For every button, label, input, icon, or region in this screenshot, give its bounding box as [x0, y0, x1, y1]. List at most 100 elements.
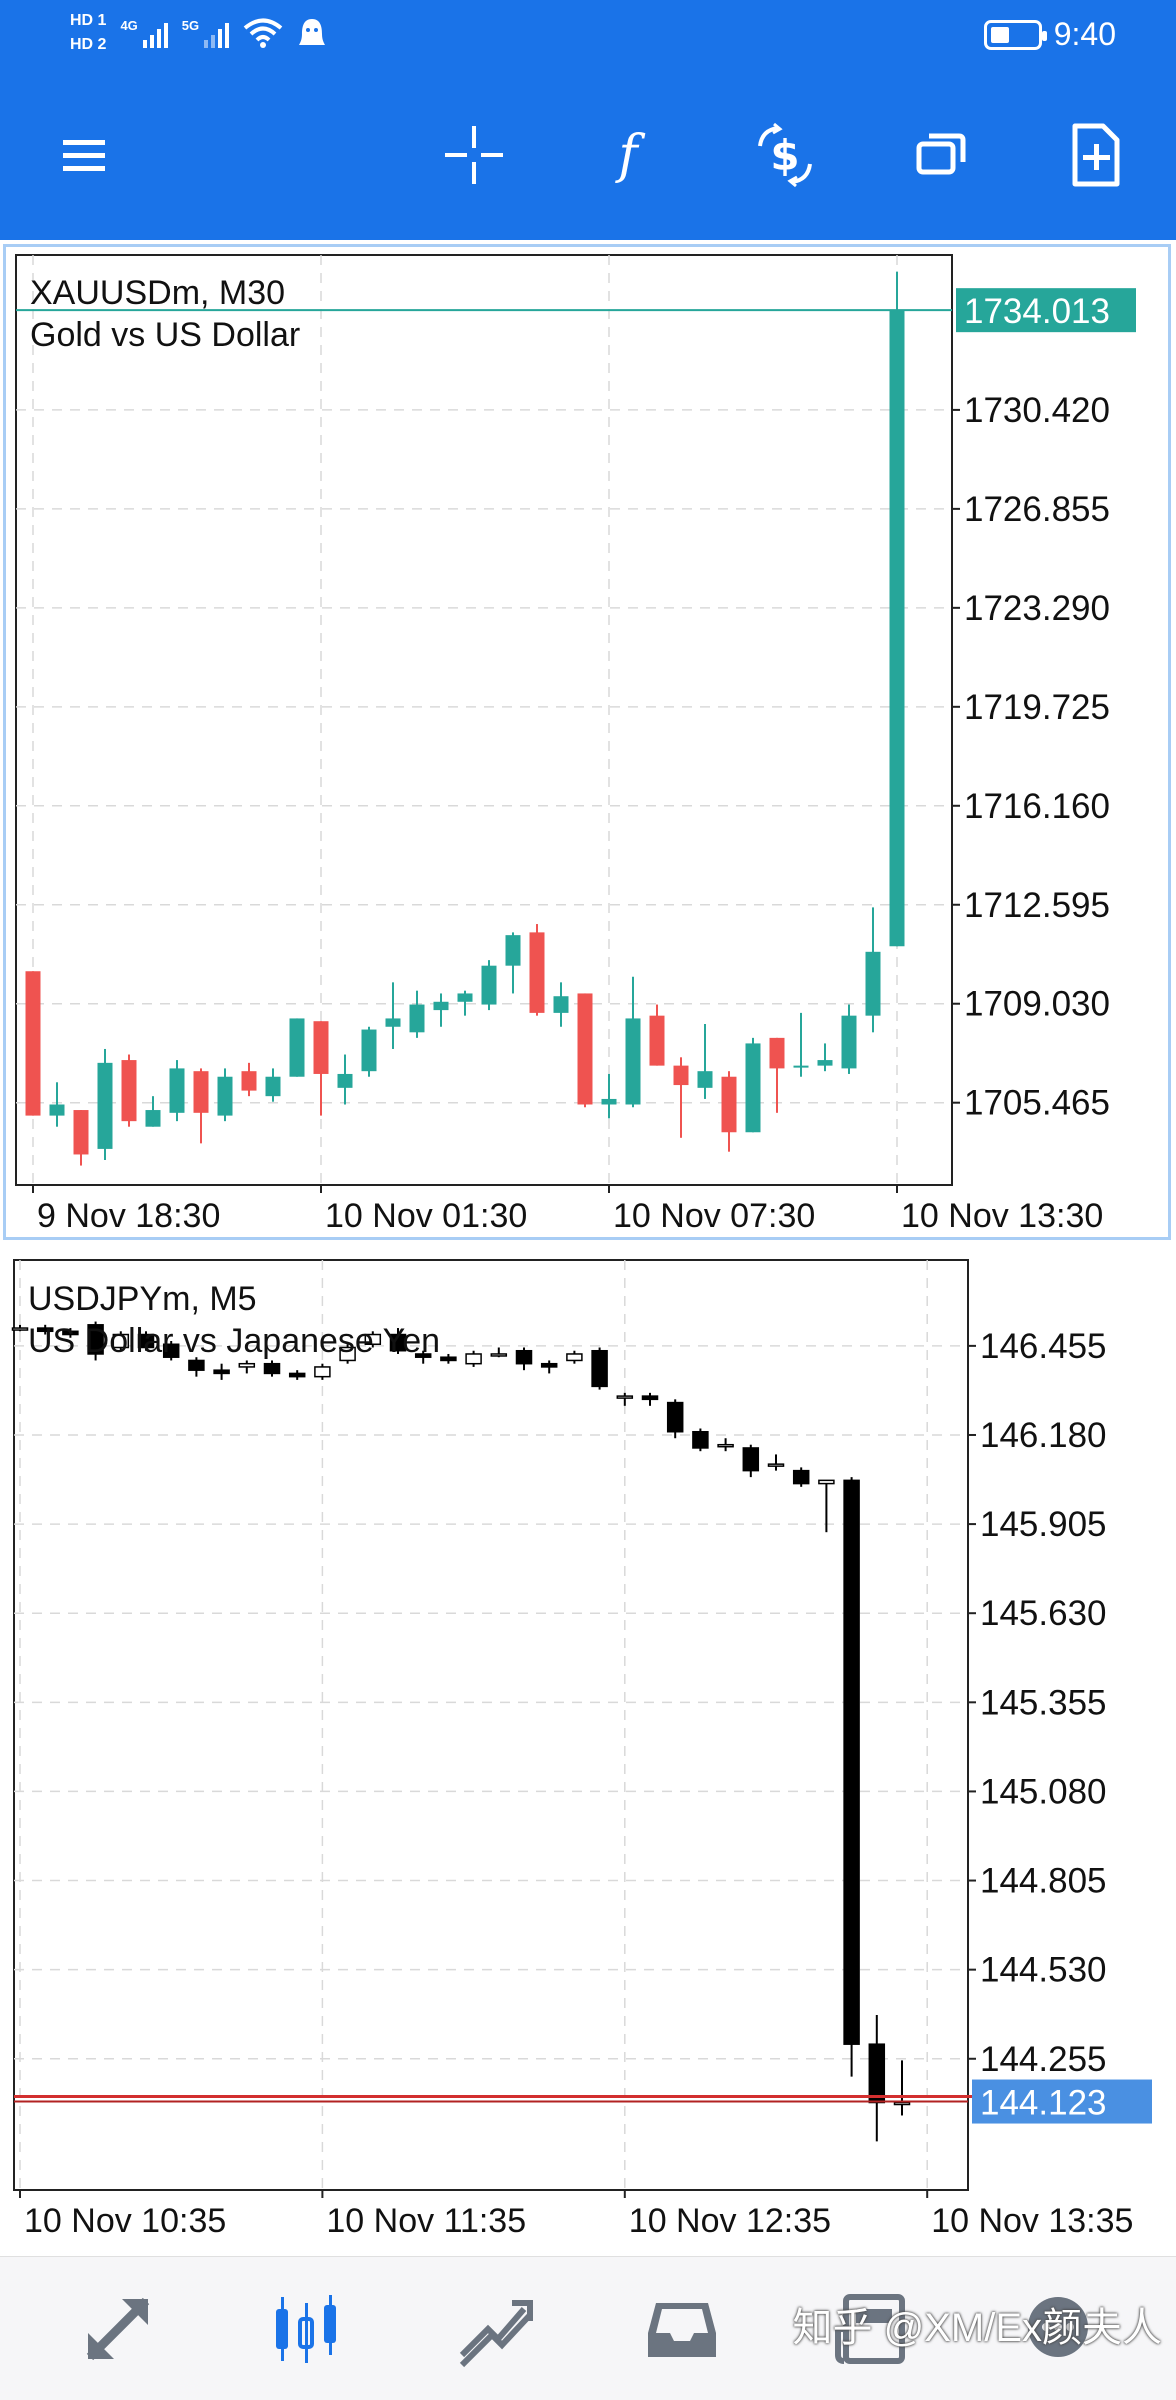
- gold-candle: [793, 1065, 809, 1068]
- usdjpy-candle: [288, 1372, 306, 1378]
- usdjpy-y-tick-label: 145.905: [980, 1505, 1107, 1544]
- net2-label: 5G: [181, 18, 200, 33]
- usdjpy-y-tick-label: 145.080: [980, 1772, 1107, 1811]
- gold-candle: [553, 996, 569, 1013]
- gold-legend: XAUUSDm, M30 Gold vs US Dollar: [30, 272, 300, 356]
- usdjpy-candle: [490, 1353, 508, 1357]
- nav-news[interactable]: [822, 2281, 918, 2377]
- gold-chart[interactable]: 1730.420 1726.855 1723.290 1719.725 1716.160…: [6, 247, 1168, 1237]
- gold-candle: [169, 1068, 185, 1113]
- crosshair-button[interactable]: [434, 115, 514, 195]
- usdjpy-description-label: US Dollar vs Japanese Yen: [28, 1322, 441, 1360]
- usdjpy-legend: USDJPYm, M5 US Dollar vs Japanese Yen: [28, 1278, 440, 1362]
- gold-candle: [49, 1104, 65, 1116]
- gold-candle: [313, 1021, 329, 1074]
- gold-candle: [745, 1043, 761, 1133]
- usdjpy-candle: [440, 1356, 457, 1362]
- gold-y-tick-label: 1730.420: [964, 391, 1110, 430]
- usdjpy-candle: [818, 1479, 835, 1485]
- gold-candle: [673, 1065, 689, 1086]
- gold-candle: [265, 1076, 281, 1097]
- windows-button[interactable]: [902, 115, 982, 195]
- usdjpy-candle: [87, 1324, 104, 1355]
- usdjpy-candle: [137, 1333, 155, 1349]
- nav-charts[interactable]: [258, 2281, 354, 2377]
- usdjpy-chart-panel[interactable]: 146.455 146.180 145.905 145.630 145.355 145.0…: [0, 1250, 1176, 2240]
- indicators-f-icon: f: [614, 125, 645, 185]
- signal-icon: 4G: [120, 18, 168, 48]
- crosshair-icon: [445, 126, 503, 184]
- gold-candle: [217, 1076, 233, 1116]
- usdjpy-chart[interactable]: 146.455 146.180 145.905 145.630 145.355 145.0…: [0, 1250, 1176, 2240]
- gold-candle: [889, 310, 905, 947]
- top-app-bar: HD 1 HD 2 4G 5G: [0, 0, 1176, 240]
- gold-candle: [289, 1018, 305, 1077]
- battery-icon: [983, 19, 1047, 50]
- usdjpy-y-tick-label: 146.455: [980, 1327, 1107, 1366]
- usdjpy-candle: [238, 1362, 256, 1368]
- gold-candle: [769, 1037, 785, 1069]
- gold-candle: [337, 1073, 353, 1088]
- usdjpy-candle: [666, 1401, 684, 1433]
- usdjpy-y-tick-label: 144.255: [980, 2040, 1107, 2079]
- gold-candle: [481, 965, 497, 1005]
- nav-history[interactable]: [634, 2281, 730, 2377]
- usdjpy-x-tick-label: 10 Nov 10:35: [24, 2202, 226, 2240]
- usdjpy-candle: [414, 1353, 432, 1358]
- gold-candle: [73, 1110, 89, 1155]
- usdjpy-candle: [515, 1349, 533, 1365]
- gold-candle: [697, 1071, 713, 1088]
- usdjpy-candle: [162, 1343, 180, 1358]
- gold-candle: [649, 1015, 665, 1066]
- usdjpy-y-tick-label: 145.630: [980, 1594, 1107, 1633]
- gold-candle: [121, 1060, 137, 1122]
- net1-label: 4G: [120, 18, 138, 33]
- usdjpy-price-tag-label: 144.123: [980, 2084, 1107, 2123]
- gold-candle: [841, 1015, 857, 1069]
- usdjpy-x-tick-label: 10 Nov 11:35: [326, 2202, 526, 2240]
- watermark-text: 知乎 @XM/Ex颜夫人: [792, 2306, 1162, 2350]
- indicators-button[interactable]: f: [588, 115, 668, 195]
- chart-candles-icon: [276, 2295, 336, 2363]
- status-left: HD 1 HD 2 4G 5G: [70, 10, 327, 56]
- chat-icon: [1028, 2297, 1088, 2357]
- usdjpy-x-tick-label: 10 Nov 12:35: [629, 2202, 831, 2240]
- gold-chart-panel[interactable]: 1730.420 1726.855 1723.290 1719.725 1716.160…: [3, 244, 1171, 1240]
- news-icon: [835, 2294, 905, 2364]
- gold-y-tick-label: 1705.465: [964, 1084, 1110, 1123]
- usdjpy-candle: [339, 1346, 356, 1362]
- gold-y-tick-label: 1726.855: [964, 490, 1110, 529]
- usdjpy-x-tick-label: 10 Nov 13:35: [931, 2202, 1133, 2240]
- nav-trade[interactable]: [446, 2281, 542, 2377]
- objects-add-icon: [1072, 123, 1120, 187]
- usdjpy-candle: [616, 1395, 634, 1399]
- gold-description-label: Gold vs US Dollar: [30, 316, 301, 354]
- gold-candle: [241, 1071, 257, 1091]
- usdjpy-candle: [767, 1463, 785, 1467]
- hd-indicators: HD 1 HD 2: [70, 10, 106, 56]
- gold-candle: [529, 932, 545, 1013]
- gold-y-tick-label: 1719.725: [964, 688, 1110, 727]
- nav-chat[interactable]: [1010, 2281, 1106, 2377]
- gold-y-tick-label: 1709.030: [964, 985, 1110, 1024]
- usdjpy-y-tick-label: 145.355: [980, 1683, 1107, 1722]
- chart-toolbar: f $: [0, 90, 1176, 220]
- usdjpy-candle: [692, 1430, 709, 1449]
- gold-candle: [145, 1110, 161, 1127]
- bottom-nav: 知乎 @XM/Ex颜夫人: [0, 2256, 1176, 2400]
- usdjpy-candle: [36, 1327, 54, 1333]
- hd2-label: HD 2: [70, 36, 107, 53]
- gold-y-tick-label: 1712.595: [964, 886, 1110, 925]
- usdjpy-y-tick-label: 146.180: [980, 1416, 1107, 1455]
- usdjpy-candle: [843, 1479, 860, 2045]
- new-object-button[interactable]: [1056, 115, 1136, 195]
- usdjpy-candle: [213, 1369, 230, 1375]
- trade-dollar-icon: $: [758, 122, 812, 188]
- nav-quotes[interactable]: [70, 2281, 166, 2377]
- gold-candle: [433, 1001, 449, 1011]
- menu-button[interactable]: [44, 115, 124, 195]
- usdjpy-candle: [792, 1469, 810, 1485]
- gold-symbol-label: XAUUSDm, M30: [30, 274, 286, 312]
- trade-button[interactable]: $: [745, 115, 825, 195]
- menu-icon: [63, 140, 105, 171]
